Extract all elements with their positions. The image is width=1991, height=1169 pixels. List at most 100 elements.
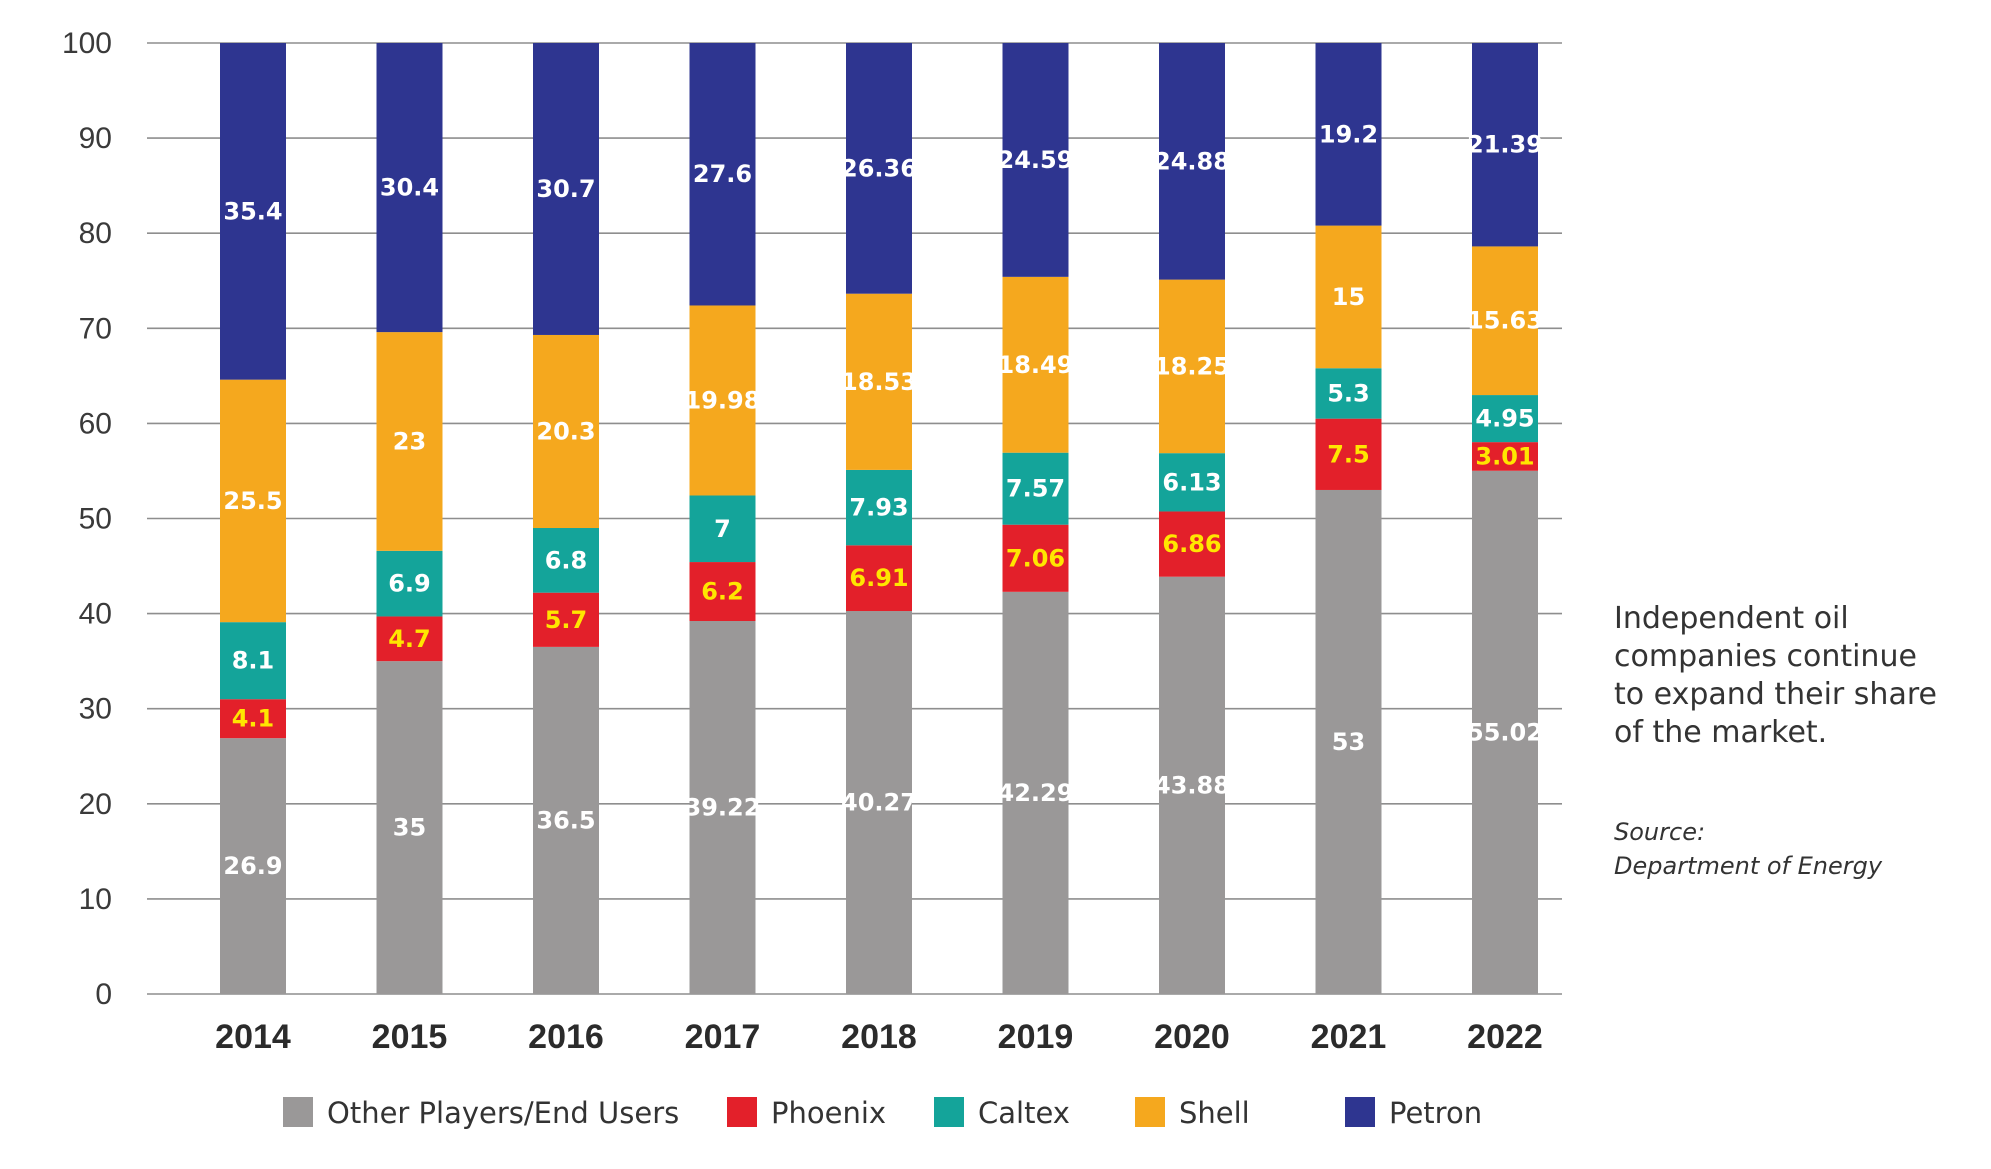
bar-segment xyxy=(376,332,443,551)
data-label: 19.98 xyxy=(685,386,761,414)
data-label: 8.1 xyxy=(232,647,275,675)
y-axis: 0 10 20 30 40 50 60 70 80 90 100 xyxy=(62,27,112,1011)
legend-swatch xyxy=(727,1097,757,1127)
bar-segment xyxy=(1315,418,1382,490)
legend-label: Phoenix xyxy=(771,1096,886,1130)
x-tick-label: 2016 xyxy=(528,1018,604,1056)
bar-segment xyxy=(1472,246,1538,396)
data-label: 4.1 xyxy=(232,705,275,733)
data-label: 5.3 xyxy=(1327,379,1370,407)
bar-segment xyxy=(846,545,912,612)
y-tick-label: 50 xyxy=(79,503,112,536)
bar-segment xyxy=(1315,225,1382,369)
data-label: 35.4 xyxy=(223,197,282,225)
y-tick-label: 90 xyxy=(79,122,112,155)
bar-segment xyxy=(1472,442,1538,471)
data-label: 6.86 xyxy=(1162,530,1221,558)
x-tick-label: 2021 xyxy=(1311,1018,1387,1056)
data-label: 36.5 xyxy=(536,806,595,834)
data-label: 21.39 xyxy=(1467,131,1543,159)
data-label: 43.88 xyxy=(1154,771,1230,799)
legend-label: Other Players/End Users xyxy=(327,1096,679,1130)
data-label: 7.93 xyxy=(849,494,908,522)
bar-segment xyxy=(533,592,599,647)
bar-segment xyxy=(1315,43,1382,226)
data-label: 18.49 xyxy=(998,351,1074,379)
data-label: 39.22 xyxy=(685,794,761,822)
data-label: 40.27 xyxy=(841,789,917,817)
y-tick-label: 30 xyxy=(79,693,112,726)
bar-segment xyxy=(376,661,443,994)
legend: Other Players/End Users Phoenix Caltex Shel… xyxy=(283,1096,1482,1130)
bar-segment xyxy=(533,646,599,994)
data-label: 15 xyxy=(1332,283,1365,311)
bar-segment xyxy=(376,550,443,617)
legend-swatch xyxy=(283,1097,313,1127)
annotation-line-3: to expand their share xyxy=(1614,677,1937,712)
data-label: 30.4 xyxy=(380,174,439,202)
data-label: 25.5 xyxy=(223,487,282,515)
legend-swatch xyxy=(934,1097,964,1127)
annotation-line-4: of the market. xyxy=(1614,715,1828,750)
y-tick-label: 10 xyxy=(79,883,112,916)
bar-segment xyxy=(220,738,286,994)
chart-annotation: Independent oil companies continue to ex… xyxy=(1614,600,1984,752)
data-label: 18.25 xyxy=(1154,352,1230,380)
data-label: 6.2 xyxy=(701,578,744,606)
data-label: 42.29 xyxy=(998,779,1074,807)
bar-segment xyxy=(1472,395,1538,443)
data-label: 15.63 xyxy=(1467,307,1543,335)
bar-segment xyxy=(846,469,912,546)
data-label: 27.6 xyxy=(693,160,752,188)
bar-stacks xyxy=(220,43,1538,995)
data-label: 6.13 xyxy=(1162,468,1221,496)
x-axis: 2014 2015 2016 2017 2018 2019 2020 2021 2022 xyxy=(215,1018,1543,1056)
bar-segment xyxy=(846,293,912,470)
bar-segment xyxy=(220,622,286,700)
y-tick-label: 0 xyxy=(95,978,112,1011)
bar-segment xyxy=(1002,591,1069,994)
bar-segment xyxy=(376,616,443,662)
data-labels: 26.9 4.1 8.1 25.5 35.4 35 4.7 6.9 23 30.4 36.5 5.7 6… xyxy=(223,120,1543,880)
y-tick-label: 100 xyxy=(62,27,112,60)
annotation-line-2: companies continue xyxy=(1614,639,1917,674)
data-label: 6.8 xyxy=(545,546,588,574)
data-label: 18.53 xyxy=(841,368,917,396)
y-tick-label: 60 xyxy=(79,407,112,440)
bar-segment xyxy=(1472,43,1538,247)
data-label: 24.59 xyxy=(998,146,1074,174)
source-label: Source: xyxy=(1614,818,1706,846)
annotation-line-1: Independent oil xyxy=(1614,601,1849,636)
bar-segment xyxy=(1002,452,1069,525)
y-tick-label: 40 xyxy=(79,598,112,631)
bar-segment xyxy=(376,43,443,333)
bar-segment xyxy=(689,562,756,622)
bar-segment xyxy=(1159,576,1225,994)
data-label: 4.95 xyxy=(1475,405,1534,433)
x-tick-label: 2017 xyxy=(685,1018,761,1056)
data-label: 7.06 xyxy=(1006,544,1065,572)
bar-segment xyxy=(1315,368,1382,419)
legend-label: Petron xyxy=(1389,1096,1482,1130)
bar-segment xyxy=(689,43,756,306)
x-tick-label: 2014 xyxy=(215,1018,291,1056)
y-tick-label: 80 xyxy=(79,217,112,250)
data-label: 24.88 xyxy=(1154,147,1230,175)
bar-segment xyxy=(533,43,599,335)
bar-segment xyxy=(846,43,912,294)
x-tick-label: 2018 xyxy=(841,1018,917,1056)
bar-segment xyxy=(689,621,756,994)
data-label: 7 xyxy=(714,515,731,543)
x-tick-label: 2019 xyxy=(998,1018,1074,1056)
data-label: 4.7 xyxy=(388,625,431,653)
legend-swatch xyxy=(1135,1097,1165,1127)
data-label: 6.9 xyxy=(388,570,431,598)
bar-segment xyxy=(220,379,286,623)
bar-segment xyxy=(1159,279,1225,454)
data-label: 53 xyxy=(1332,728,1365,756)
source-name: Department of Energy xyxy=(1614,852,1883,880)
bar-segment xyxy=(220,43,286,380)
bar-segment xyxy=(689,305,756,496)
bar-segment xyxy=(1159,453,1225,512)
